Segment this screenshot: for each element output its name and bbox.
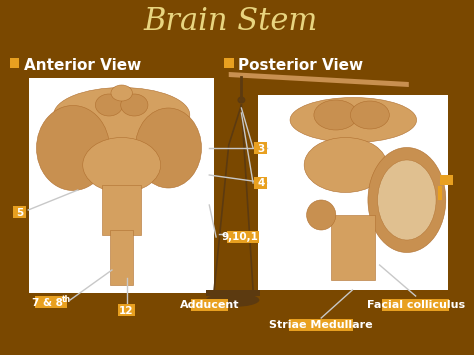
Bar (35, 296, 66, 308)
Ellipse shape (307, 200, 336, 230)
Text: 5: 5 (16, 208, 23, 218)
Bar (440, 175, 453, 185)
Bar (206, 290, 260, 296)
Bar (29, 78, 214, 293)
Ellipse shape (95, 94, 123, 116)
Ellipse shape (36, 105, 109, 191)
Bar (110, 230, 133, 285)
Text: Brain Stem: Brain Stem (144, 6, 318, 38)
Ellipse shape (111, 85, 132, 101)
Ellipse shape (54, 87, 190, 142)
Text: 3: 3 (257, 143, 264, 153)
Ellipse shape (83, 137, 161, 192)
Polygon shape (229, 72, 409, 87)
Text: 4: 4 (257, 179, 264, 189)
Bar (255, 177, 267, 189)
Ellipse shape (206, 293, 259, 307)
Text: 9,10,11: 9,10,11 (221, 233, 265, 242)
Bar (382, 299, 449, 311)
Bar (258, 95, 448, 290)
Bar (118, 304, 135, 316)
Ellipse shape (378, 160, 436, 240)
Text: Posterior View: Posterior View (238, 59, 364, 73)
Text: Facial colliculus: Facial colliculus (366, 300, 465, 311)
Ellipse shape (304, 137, 387, 192)
Text: 7 & 8: 7 & 8 (32, 297, 63, 307)
Ellipse shape (121, 94, 148, 116)
Bar (191, 299, 228, 311)
Bar (289, 319, 353, 331)
Ellipse shape (290, 98, 417, 142)
Bar (102, 185, 141, 235)
Text: Anterior View: Anterior View (24, 59, 142, 73)
Text: th: th (62, 295, 71, 304)
Ellipse shape (314, 100, 358, 130)
Bar (228, 231, 259, 243)
Ellipse shape (135, 108, 201, 188)
Text: 12: 12 (119, 306, 134, 316)
Ellipse shape (350, 101, 389, 129)
Ellipse shape (368, 147, 446, 252)
Bar (331, 215, 375, 280)
Bar (255, 142, 267, 154)
Bar (13, 206, 26, 218)
Text: Striae Medullare: Striae Medullare (269, 321, 373, 331)
Bar (224, 58, 234, 68)
Bar (10, 58, 19, 68)
Text: Adducent: Adducent (180, 300, 239, 311)
